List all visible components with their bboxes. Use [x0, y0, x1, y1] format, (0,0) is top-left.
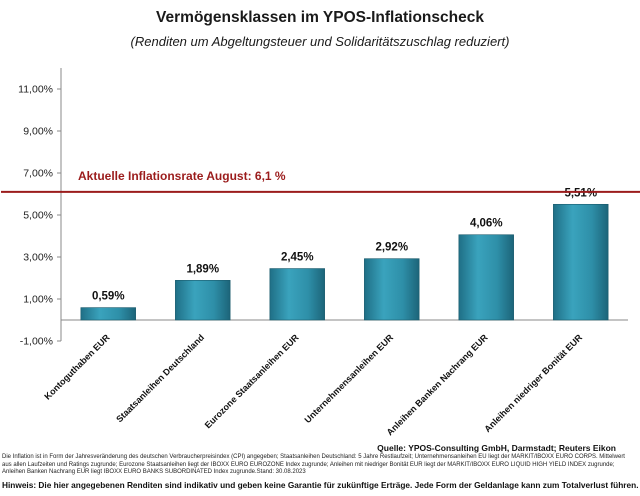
source-note: Quelle: YPOS-Consulting GmbH, Darmstadt;… [377, 443, 616, 453]
x-category-label: Staatsanleihen Deutschland [114, 332, 206, 424]
bar [80, 307, 136, 321]
bar [553, 203, 609, 321]
bar-chart: -1,00% 1,00% 3,00% 5,00% 7,00% 9,00% 11,00% 0,5… [1, 68, 640, 437]
x-category-label: Unternehmensanleihen EUR [303, 332, 396, 425]
y-tick-label: -1,00% [20, 336, 53, 348]
y-tick-label: 11,00% [18, 84, 53, 96]
bar-value-label: 2,45% [281, 252, 314, 264]
inflation-reference-label: Aktuelle Inflationsrate August: 6,1 % [78, 169, 286, 183]
bar-value-label: 1,89% [186, 263, 219, 275]
y-tick-label: 7,00% [23, 168, 53, 180]
y-tick-label: 9,00% [23, 126, 53, 138]
chart-title: Vermögensklassen im YPOS-Inflationscheck [156, 9, 484, 26]
x-category-label: Anleihen niedriger Bonität EUR [482, 332, 584, 434]
bar [175, 280, 231, 321]
x-category-label: Anleihen Banken Nachrang EUR [385, 332, 490, 437]
y-tick-label: 5,00% [23, 210, 53, 222]
bar-value-label: 2,92% [375, 242, 408, 254]
x-category-label: Eurozone Staatsanleihen EUR [203, 332, 301, 430]
bar-value-label: 0,59% [92, 291, 125, 303]
bar [269, 268, 325, 321]
y-tick-label: 1,00% [23, 294, 53, 306]
methodology-footnote: Die Inflation ist in Form der Jahresverä… [2, 454, 625, 476]
y-tick-label: 3,00% [23, 252, 53, 264]
bar-value-label: 5,51% [564, 187, 597, 199]
bar [364, 258, 420, 321]
bar [458, 234, 514, 321]
risk-disclaimer: Hinweis: Die hier angegebenen Renditen s… [2, 480, 639, 490]
bar-value-label: 4,06% [470, 218, 503, 230]
chart-subtitle: (Renditen um Abgeltungsteuer und Solidar… [130, 34, 510, 49]
